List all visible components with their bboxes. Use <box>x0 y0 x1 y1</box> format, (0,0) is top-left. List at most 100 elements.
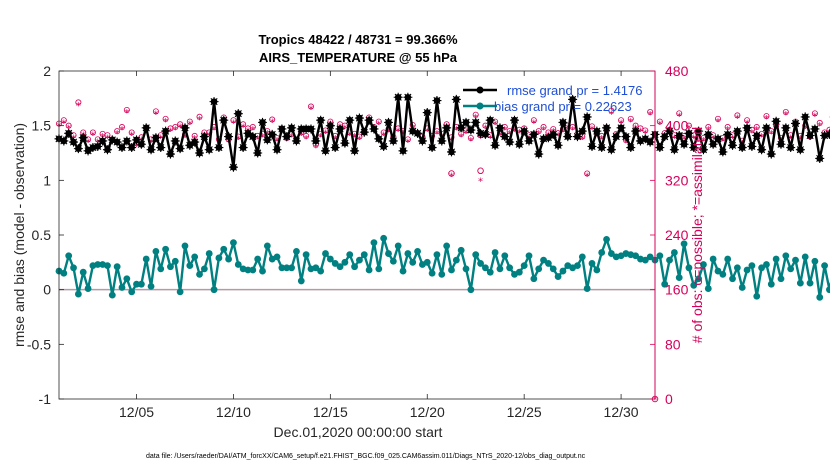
bias-point <box>84 285 92 292</box>
bias-point <box>719 270 727 278</box>
bias-point <box>452 256 460 264</box>
rmse-point-star <box>199 132 209 142</box>
obs-assimilated-marker: * <box>304 134 309 145</box>
obs-possible-marker <box>375 118 382 125</box>
obs-assimilated-marker: * <box>493 120 498 131</box>
obs-assimilated-marker: * <box>352 132 357 143</box>
rmse-point-star <box>606 145 616 155</box>
bias-point <box>389 257 397 265</box>
y-tick-label: 1 <box>43 172 51 188</box>
rmse-point-star <box>558 117 568 127</box>
bias-point <box>283 264 291 272</box>
obs-assimilated-marker: * <box>318 132 323 143</box>
rmse-point-star <box>165 149 175 159</box>
obs-possible-marker <box>618 117 625 124</box>
bias-point <box>748 262 756 270</box>
rmse-point-star <box>495 123 505 133</box>
bias-point <box>704 285 712 292</box>
obs-possible-marker <box>104 132 111 139</box>
obs-possible-marker <box>676 110 683 117</box>
rmse-point-star <box>456 123 466 133</box>
bias-point <box>763 261 770 268</box>
obs-possible-marker <box>249 124 256 131</box>
obs-assimilated-marker: * <box>289 132 294 143</box>
rmse-point-star <box>272 145 282 155</box>
bias-point <box>491 249 499 256</box>
bias-point <box>215 254 223 262</box>
bias-point <box>758 264 766 272</box>
obs-possible-marker <box>540 124 547 131</box>
obs-assimilated-marker: * <box>769 129 774 140</box>
rmse-point-star <box>505 137 515 147</box>
bias-point <box>607 250 615 257</box>
rmse-point-star <box>306 124 316 134</box>
bias-point <box>733 264 741 272</box>
obs-assimilated-marker: * <box>783 110 788 121</box>
rmse-point-star <box>388 136 398 146</box>
obs-assimilated-marker: * <box>701 136 706 147</box>
obs-assimilated-marker: * <box>308 105 313 116</box>
obs-assimilated-marker: * <box>604 129 609 140</box>
rmse-point-star <box>102 145 112 155</box>
bias-point <box>598 249 606 256</box>
bias-point <box>230 239 237 247</box>
rmse-point-star <box>597 143 607 153</box>
rmse-point-star <box>132 135 142 145</box>
rmse-point-star <box>432 96 442 106</box>
obs-possible-marker <box>472 111 479 118</box>
obs-assimilated-marker: * <box>541 125 546 136</box>
bias-point <box>167 263 174 271</box>
y-tick-label: -1 <box>39 391 52 407</box>
rmse-point-star <box>742 123 752 133</box>
obs-assimilated-marker: * <box>182 133 187 144</box>
bias-point <box>656 252 664 260</box>
rmse-point-star <box>350 146 360 156</box>
bias-point <box>685 264 693 272</box>
obs-assimilated-marker: * <box>425 126 430 137</box>
bias-point <box>113 263 121 271</box>
rmse-point-star <box>781 123 791 133</box>
obs-assimilated-marker: * <box>599 134 604 145</box>
bias-point <box>535 265 543 273</box>
rmse-point-star <box>93 141 103 151</box>
obs-possible-marker <box>307 103 314 110</box>
bias-point <box>714 267 722 275</box>
bias-point <box>288 264 295 272</box>
obs-assimilated-marker: * <box>119 125 124 136</box>
bias-point <box>123 275 131 283</box>
x-tick-label: 12/20 <box>410 404 445 420</box>
bias-point <box>767 280 775 288</box>
bias-point <box>515 268 523 276</box>
rmse-point-star <box>64 128 74 138</box>
obs-assimilated-marker: * <box>638 126 643 137</box>
obs-possible-marker <box>60 117 67 124</box>
rmse-point-star <box>219 115 229 125</box>
bias-point <box>244 266 252 274</box>
bias-point <box>670 249 678 256</box>
rmse-point-star <box>548 129 558 139</box>
bias-point <box>554 273 562 280</box>
rmse-point-star <box>161 126 171 136</box>
rmse-point-star <box>810 124 820 134</box>
obs-assimilated-marker: * <box>735 113 740 124</box>
obs-assimilated-marker: * <box>396 126 401 137</box>
rmse-point-star <box>757 145 767 155</box>
rmse-point-star <box>824 129 830 139</box>
obs-assimilated-marker: * <box>76 101 81 112</box>
rmse-point-star <box>519 126 529 136</box>
obs-assimilated-marker: * <box>129 131 134 142</box>
obs-assimilated-marker: * <box>250 125 255 136</box>
rmse-point-star <box>466 125 476 135</box>
y-axis-right: 0 80 160 240 320 400 480 <box>650 63 689 407</box>
y-tick-label: 0 <box>43 282 51 298</box>
bias-point <box>443 242 451 250</box>
bias-point <box>743 266 751 274</box>
rmse-point-star <box>291 136 301 146</box>
rmse-point-star <box>316 115 326 125</box>
rmse-point-star <box>214 143 224 153</box>
bias-point <box>147 282 155 290</box>
x-tick-label: 12/15 <box>313 404 348 420</box>
obs-assimilated-marker: * <box>478 176 483 187</box>
obs-assimilated-marker: * <box>754 125 759 136</box>
